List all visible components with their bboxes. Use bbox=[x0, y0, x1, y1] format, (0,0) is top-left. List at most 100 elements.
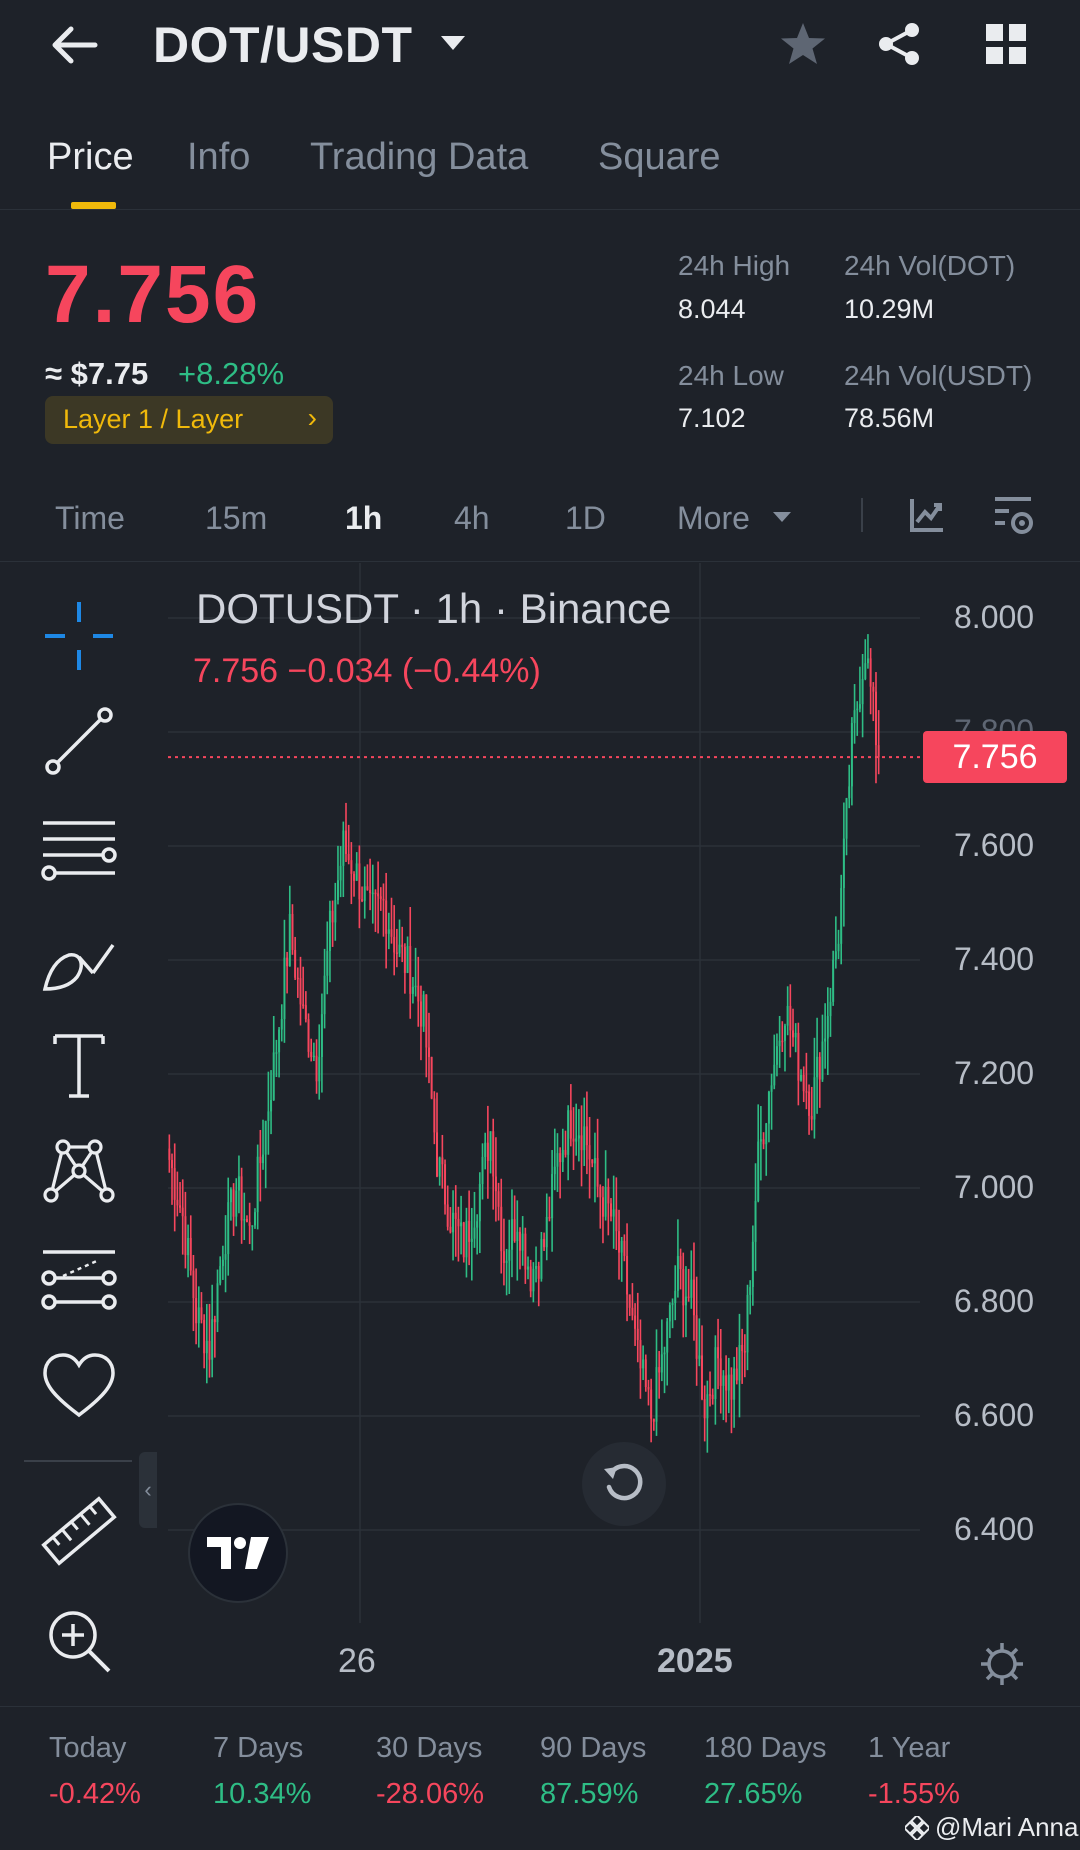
category-tag[interactable]: Layer 1 / Layer › bbox=[45, 396, 333, 444]
tab-square[interactable]: Square bbox=[598, 136, 721, 178]
collapse-toolbar-button[interactable]: ‹ bbox=[139, 1452, 157, 1528]
share-icon[interactable] bbox=[873, 18, 925, 70]
perf-label: 90 Days bbox=[540, 1732, 647, 1764]
trend-line-icon[interactable] bbox=[36, 698, 122, 784]
interval-4h[interactable]: 4h bbox=[454, 500, 490, 536]
candle bbox=[173, 1168, 176, 1200]
candle bbox=[189, 1237, 192, 1271]
chart-settings-gear-icon[interactable] bbox=[976, 1638, 1028, 1690]
y-tick-label: 7.600 bbox=[954, 827, 1035, 863]
forecast-tool-icon[interactable] bbox=[36, 1235, 122, 1321]
candle bbox=[719, 1358, 722, 1386]
candle bbox=[382, 898, 385, 901]
interval-15m[interactable]: 15m bbox=[205, 500, 268, 536]
candle bbox=[446, 1204, 449, 1227]
candle bbox=[609, 1203, 612, 1217]
candle bbox=[588, 1145, 591, 1160]
interval-time[interactable]: Time bbox=[55, 500, 125, 536]
candle bbox=[411, 986, 414, 994]
chart-settings-icon[interactable] bbox=[988, 490, 1038, 540]
pair-dropdown-icon[interactable] bbox=[436, 30, 470, 56]
candle bbox=[612, 1209, 615, 1217]
favorite-star-icon[interactable] bbox=[777, 18, 829, 70]
interval-divider bbox=[861, 498, 863, 532]
candle bbox=[631, 1307, 634, 1316]
candle bbox=[642, 1359, 645, 1369]
crosshair-icon[interactable] bbox=[36, 593, 122, 679]
candle bbox=[427, 1047, 430, 1058]
candle bbox=[551, 1174, 554, 1219]
tab-trading-data[interactable]: Trading Data bbox=[310, 136, 529, 178]
pair-title[interactable]: DOT/USDT bbox=[153, 17, 413, 73]
grid-menu-icon[interactable] bbox=[980, 18, 1032, 70]
tab-price[interactable]: Price bbox=[47, 136, 134, 178]
candle bbox=[770, 1085, 773, 1092]
vol-quote-label: 24h Vol(USDT) bbox=[844, 360, 1033, 391]
candle bbox=[781, 1040, 784, 1043]
candle bbox=[369, 890, 372, 894]
ruler-icon[interactable] bbox=[36, 1488, 122, 1574]
tab-info[interactable]: Info bbox=[187, 136, 251, 178]
fib-retracement-icon[interactable] bbox=[36, 808, 122, 894]
pattern-tool-icon[interactable] bbox=[36, 1128, 122, 1214]
chart-title: DOTUSDT · 1h · Binance bbox=[196, 585, 672, 632]
interval-more[interactable]: More bbox=[677, 500, 750, 536]
candle bbox=[476, 1221, 479, 1228]
y-tick-label: 7.400 bbox=[954, 941, 1035, 977]
performance-row: Today -0.42% 7 Days 10.34% 30 Days -28.0… bbox=[0, 1706, 1080, 1826]
candlestick-chart[interactable] bbox=[0, 563, 1080, 1703]
interval-1h[interactable]: 1h bbox=[345, 500, 383, 536]
candle bbox=[478, 1184, 481, 1222]
candle bbox=[259, 1156, 262, 1164]
candle bbox=[655, 1367, 658, 1422]
candle bbox=[430, 1057, 433, 1099]
candle bbox=[237, 1176, 240, 1191]
zoom-in-icon[interactable] bbox=[36, 1598, 122, 1684]
candle bbox=[834, 951, 837, 960]
candle bbox=[454, 1212, 457, 1219]
candle bbox=[347, 853, 350, 861]
candle bbox=[221, 1259, 224, 1267]
candle bbox=[583, 1126, 586, 1151]
interval-1d[interactable]: 1D bbox=[565, 500, 606, 536]
back-arrow-icon[interactable] bbox=[46, 20, 102, 70]
candle bbox=[733, 1368, 736, 1400]
candle bbox=[345, 830, 347, 854]
candle bbox=[585, 1126, 588, 1146]
indicator-chart-icon[interactable] bbox=[902, 490, 952, 540]
candle bbox=[532, 1268, 535, 1292]
candle bbox=[698, 1355, 701, 1359]
candle bbox=[361, 899, 364, 901]
candle bbox=[543, 1239, 546, 1248]
candle bbox=[326, 951, 329, 976]
candle bbox=[805, 1091, 808, 1093]
brush-icon[interactable] bbox=[36, 918, 122, 1004]
chart-area[interactable] bbox=[0, 563, 1080, 1703]
candle bbox=[545, 1217, 548, 1248]
candle bbox=[607, 1186, 610, 1204]
toolbar-divider bbox=[24, 1460, 132, 1462]
candle bbox=[856, 708, 859, 711]
candle bbox=[494, 1176, 497, 1192]
vol-base-label: 24h Vol(DOT) bbox=[844, 250, 1016, 281]
candle bbox=[628, 1294, 631, 1308]
candle bbox=[224, 1254, 227, 1260]
text-tool-icon[interactable] bbox=[36, 1023, 122, 1109]
reset-chart-icon[interactable] bbox=[582, 1442, 666, 1526]
perf-value: -1.55% bbox=[868, 1778, 960, 1810]
candle bbox=[596, 1158, 599, 1187]
candle bbox=[786, 1005, 789, 1026]
vol-quote-value: 78.56M bbox=[844, 403, 935, 433]
high-value: 8.044 bbox=[678, 294, 746, 324]
candle bbox=[556, 1153, 559, 1167]
candle bbox=[398, 944, 401, 954]
favorites-heart-icon[interactable] bbox=[36, 1343, 122, 1429]
vol-base-value: 10.29M bbox=[844, 294, 935, 324]
candle bbox=[171, 1159, 174, 1169]
more-dropdown-icon[interactable] bbox=[770, 502, 794, 532]
candle bbox=[195, 1298, 198, 1324]
candle bbox=[767, 1091, 770, 1124]
candle bbox=[216, 1283, 219, 1323]
candle bbox=[797, 1032, 800, 1081]
perf-label: Today bbox=[49, 1732, 127, 1764]
